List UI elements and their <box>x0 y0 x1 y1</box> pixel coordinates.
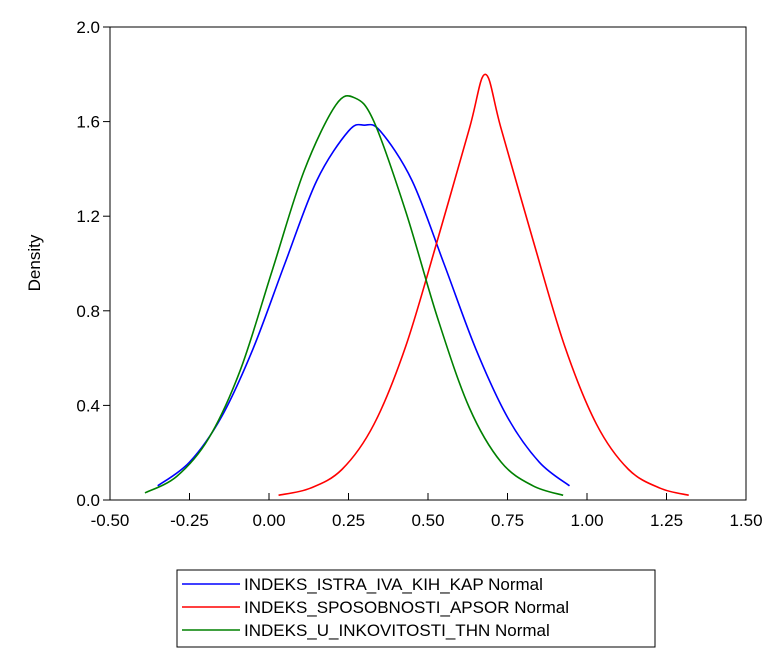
legend-label-2: INDEKS_SPOSOBNOSTI_APSOR Normal <box>244 598 569 617</box>
y-tick-label: 2.0 <box>76 18 100 37</box>
series-line-1 <box>157 123 571 487</box>
x-axis-ticks: -0.50 -0.25 0.00 0.25 0.50 0.75 1.00 1.25 1.50 <box>91 493 763 530</box>
legend-label-3: INDEKS_U_INKOVITOSTI_THN Normal <box>244 621 550 640</box>
series-line-2 <box>278 73 689 497</box>
x-tick-label: -0.25 <box>170 511 209 530</box>
x-tick-label: -0.50 <box>91 511 130 530</box>
y-axis-label: Density <box>25 234 44 291</box>
plot-frame <box>109 26 747 501</box>
x-tick-label: 0.50 <box>411 511 444 530</box>
y-tick-label: 0.0 <box>76 491 100 510</box>
series-lines <box>144 73 689 497</box>
x-tick-label: 0.00 <box>252 511 285 530</box>
series-line-3 <box>144 94 564 497</box>
y-tick-label: 0.8 <box>76 302 100 321</box>
y-tick-label: 1.6 <box>76 113 100 132</box>
legend-box <box>176 569 656 648</box>
x-tick-label: 1.50 <box>729 511 762 530</box>
y-axis-ticks: 0.0 0.4 0.8 1.2 1.6 2.0 <box>76 18 110 510</box>
y-tick-label: 0.4 <box>76 396 100 415</box>
legend-label-1: INDEKS_ISTRA_IVA_KIH_KAP Normal <box>244 575 543 594</box>
x-tick-label: 0.75 <box>491 511 524 530</box>
x-tick-label: 0.25 <box>332 511 365 530</box>
x-tick-label: 1.25 <box>650 511 683 530</box>
legend: INDEKS_ISTRA_IVA_KIH_KAP Normal INDEKS_SP… <box>176 569 656 648</box>
y-tick-label: 1.2 <box>76 207 100 226</box>
x-tick-label: 1.00 <box>570 511 603 530</box>
